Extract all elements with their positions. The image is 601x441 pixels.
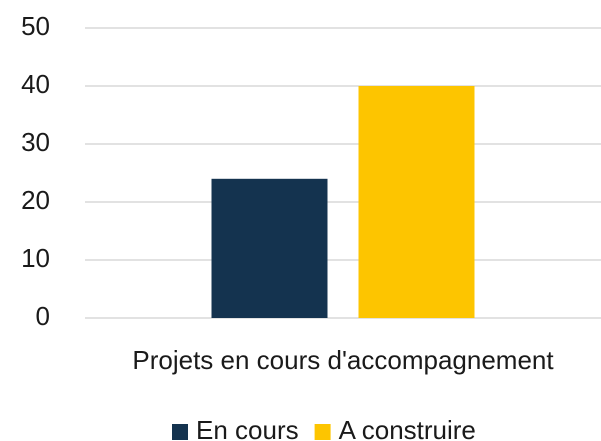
y-tick-label: 10	[21, 243, 50, 273]
legend-label: En cours	[196, 415, 299, 441]
legend-label: A construire	[339, 415, 476, 441]
bar	[358, 86, 475, 318]
y-tick-label: 30	[21, 127, 50, 157]
x-tick-label: Projets en cours d'accompagnement	[132, 345, 554, 375]
legend-swatch	[314, 424, 331, 440]
bar	[211, 178, 328, 318]
y-tick-label: 20	[21, 185, 50, 215]
y-tick-label: 0	[36, 301, 50, 331]
y-tick-label: 40	[21, 69, 50, 99]
legend-swatch	[172, 424, 188, 440]
y-tick-label: 50	[21, 11, 50, 41]
